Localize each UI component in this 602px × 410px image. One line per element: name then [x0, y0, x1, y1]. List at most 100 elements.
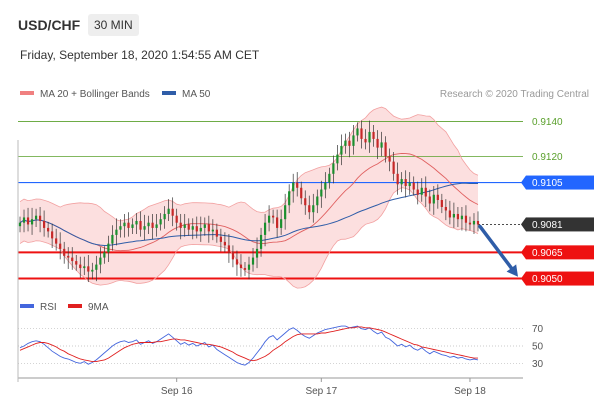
- candle-body: [103, 252, 106, 258]
- timeframe-badge[interactable]: 30 MIN: [88, 14, 139, 36]
- candle-body: [364, 138, 367, 143]
- ma50-legend-swatch: [162, 91, 176, 95]
- x-tick-label: Sep 18: [454, 386, 486, 397]
- level-label-0: 0.9140: [532, 117, 563, 128]
- candle-body: [38, 215, 42, 221]
- level-badge-2: [526, 175, 594, 190]
- candle-body: [416, 189, 419, 195]
- candle-body: [75, 261, 78, 265]
- candle-body: [91, 269, 94, 272]
- candle-body: [396, 173, 399, 185]
- candle-body: [43, 220, 46, 228]
- candle-body: [63, 248, 66, 256]
- candle-body: [207, 224, 210, 232]
- candle-body: [183, 224, 186, 228]
- candle-body: [460, 215, 464, 220]
- candle-body: [235, 259, 239, 265]
- level-badge-pointer-2: [521, 175, 526, 190]
- candle-body: [139, 220, 142, 230]
- candle-body: [392, 161, 395, 174]
- candle-body: [436, 194, 439, 200]
- candle-body: [259, 234, 263, 249]
- candle-body: [340, 145, 343, 155]
- candle-body: [440, 200, 443, 207]
- level-label-5: 0.9050: [532, 274, 563, 285]
- candle-body: [428, 196, 431, 204]
- candle-body: [215, 229, 218, 237]
- candle-body: [267, 215, 271, 223]
- level-badge-3: [526, 217, 594, 232]
- candle-body: [356, 128, 359, 136]
- candle-body: [155, 224, 158, 228]
- level-label-4: 0.9065: [532, 248, 563, 259]
- ma9-legend-swatch: [68, 304, 82, 308]
- candle-body: [300, 187, 303, 199]
- candle-body: [30, 219, 34, 225]
- candle-body: [420, 187, 423, 195]
- candle-body: [79, 264, 82, 269]
- candle-body: [167, 208, 170, 214]
- candle-body: [203, 224, 206, 228]
- rsi-line: [19, 325, 479, 366]
- candle-body: [18, 222, 22, 227]
- candle-body: [368, 131, 371, 143]
- candle-body: [187, 224, 190, 230]
- candle-body: [412, 182, 415, 190]
- candle-body: [360, 128, 363, 139]
- candle-body: [336, 154, 339, 164]
- candle-body: [251, 257, 255, 265]
- candle-body: [312, 205, 315, 213]
- candle-body: [159, 219, 162, 225]
- candle-body: [179, 222, 182, 228]
- candle-body: [231, 252, 235, 260]
- candle-body: [22, 217, 26, 223]
- rsi-legend-swatch: [20, 304, 34, 308]
- candle-body: [400, 179, 403, 185]
- candle-body: [272, 215, 275, 218]
- candle-body: [111, 234, 114, 244]
- candle-body: [448, 210, 451, 218]
- ma50-legend-label: MA 50: [182, 89, 211, 100]
- candle-body: [26, 217, 30, 225]
- candle-body: [320, 189, 323, 197]
- candle-body: [292, 182, 295, 192]
- candle-body: [59, 243, 62, 249]
- candle-body: [296, 182, 299, 188]
- bollinger-legend-swatch: [20, 91, 34, 95]
- candle-body: [51, 231, 54, 239]
- candle-body: [456, 213, 460, 220]
- candle-body: [163, 213, 166, 220]
- candle-body: [199, 227, 202, 232]
- level-badge-4: [526, 245, 594, 260]
- candle-body: [115, 229, 118, 235]
- candle-body: [135, 220, 138, 225]
- candle-body: [468, 222, 472, 225]
- candle-body: [308, 205, 311, 213]
- level-badge-5: [526, 271, 594, 286]
- candle-body: [408, 182, 411, 187]
- candle-body: [452, 213, 455, 218]
- candle-body: [372, 131, 375, 139]
- candle-body: [191, 226, 194, 230]
- candle-body: [211, 229, 214, 232]
- candle-body: [348, 140, 351, 146]
- candle-body: [227, 245, 231, 253]
- candle-body: [344, 140, 347, 146]
- candle-body: [476, 220, 480, 225]
- candle-body: [328, 173, 331, 183]
- candle-body: [127, 222, 130, 228]
- bollinger-upper-line: [19, 106, 479, 222]
- candle-body: [388, 156, 391, 162]
- level-badge-pointer-4: [521, 245, 526, 260]
- candle-body: [384, 142, 387, 157]
- price-panel: 0.9140 0.9120 0.9105 0.9081 0.9065 0.9050: [18, 106, 594, 289]
- level-label-2: 0.9105: [532, 178, 563, 189]
- rsi-legend-label: RSI: [40, 302, 57, 313]
- candle-body: [123, 222, 126, 227]
- candle-body: [432, 194, 435, 204]
- level-badge-pointer-5: [521, 271, 526, 286]
- candle-body: [316, 196, 319, 206]
- chart-datetime: Friday, September 18, 2020 1:54:55 AM CE…: [20, 48, 260, 62]
- candle-body: [71, 257, 74, 262]
